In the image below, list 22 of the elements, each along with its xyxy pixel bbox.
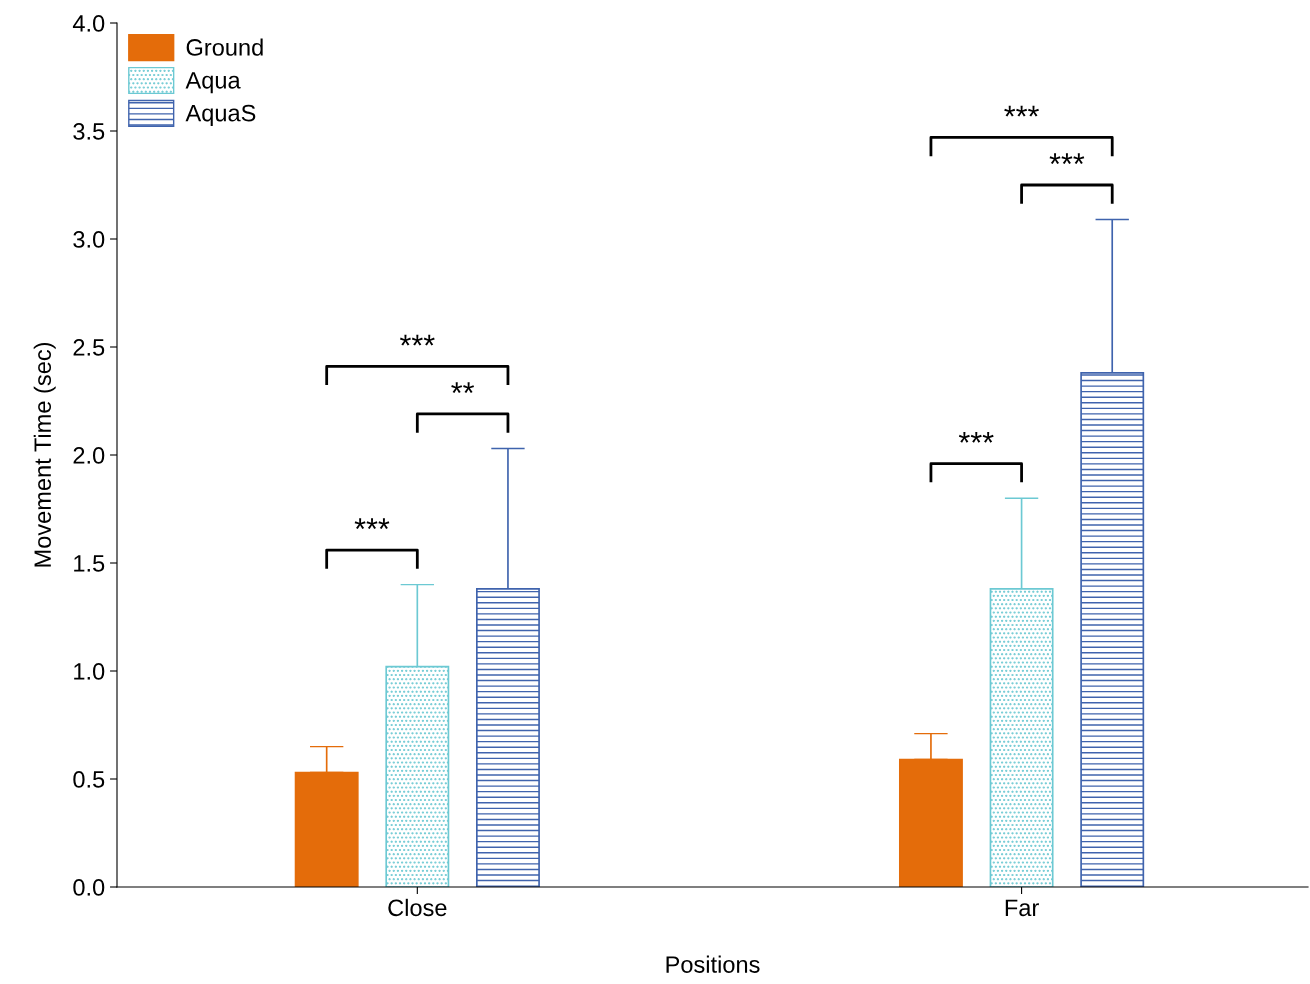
legend-label: AquaS xyxy=(185,104,256,127)
annotation: *** xyxy=(399,334,435,346)
x-tick-label: Close xyxy=(388,898,447,917)
y-tick-label: 1.5 xyxy=(74,555,105,572)
annotation: *** xyxy=(1049,153,1085,165)
annotation: *** xyxy=(1004,105,1039,117)
legend-label: Aqua xyxy=(185,72,241,94)
y-tick-label: 4.0 xyxy=(72,15,105,32)
annotation: *** xyxy=(958,431,994,443)
y-tick-label: 3.5 xyxy=(73,123,105,140)
annotation: *** xyxy=(354,518,390,530)
y-tick-label: 3.0 xyxy=(73,231,105,248)
y-tick-label: 0.0 xyxy=(73,879,105,896)
y-tick-label: 1.0 xyxy=(74,663,105,680)
annotation: ** xyxy=(451,382,475,394)
legend-label: Ground xyxy=(186,38,263,56)
y-tick-label: 2.5 xyxy=(73,339,105,356)
x-tick-label: Far xyxy=(1005,899,1039,917)
x-axis-title: Positions xyxy=(666,955,760,973)
y-axis-title: Movement Time (sec) xyxy=(33,342,56,567)
y-tick-label: 0.5 xyxy=(73,771,105,788)
y-tick-label: 2.0 xyxy=(73,447,105,464)
